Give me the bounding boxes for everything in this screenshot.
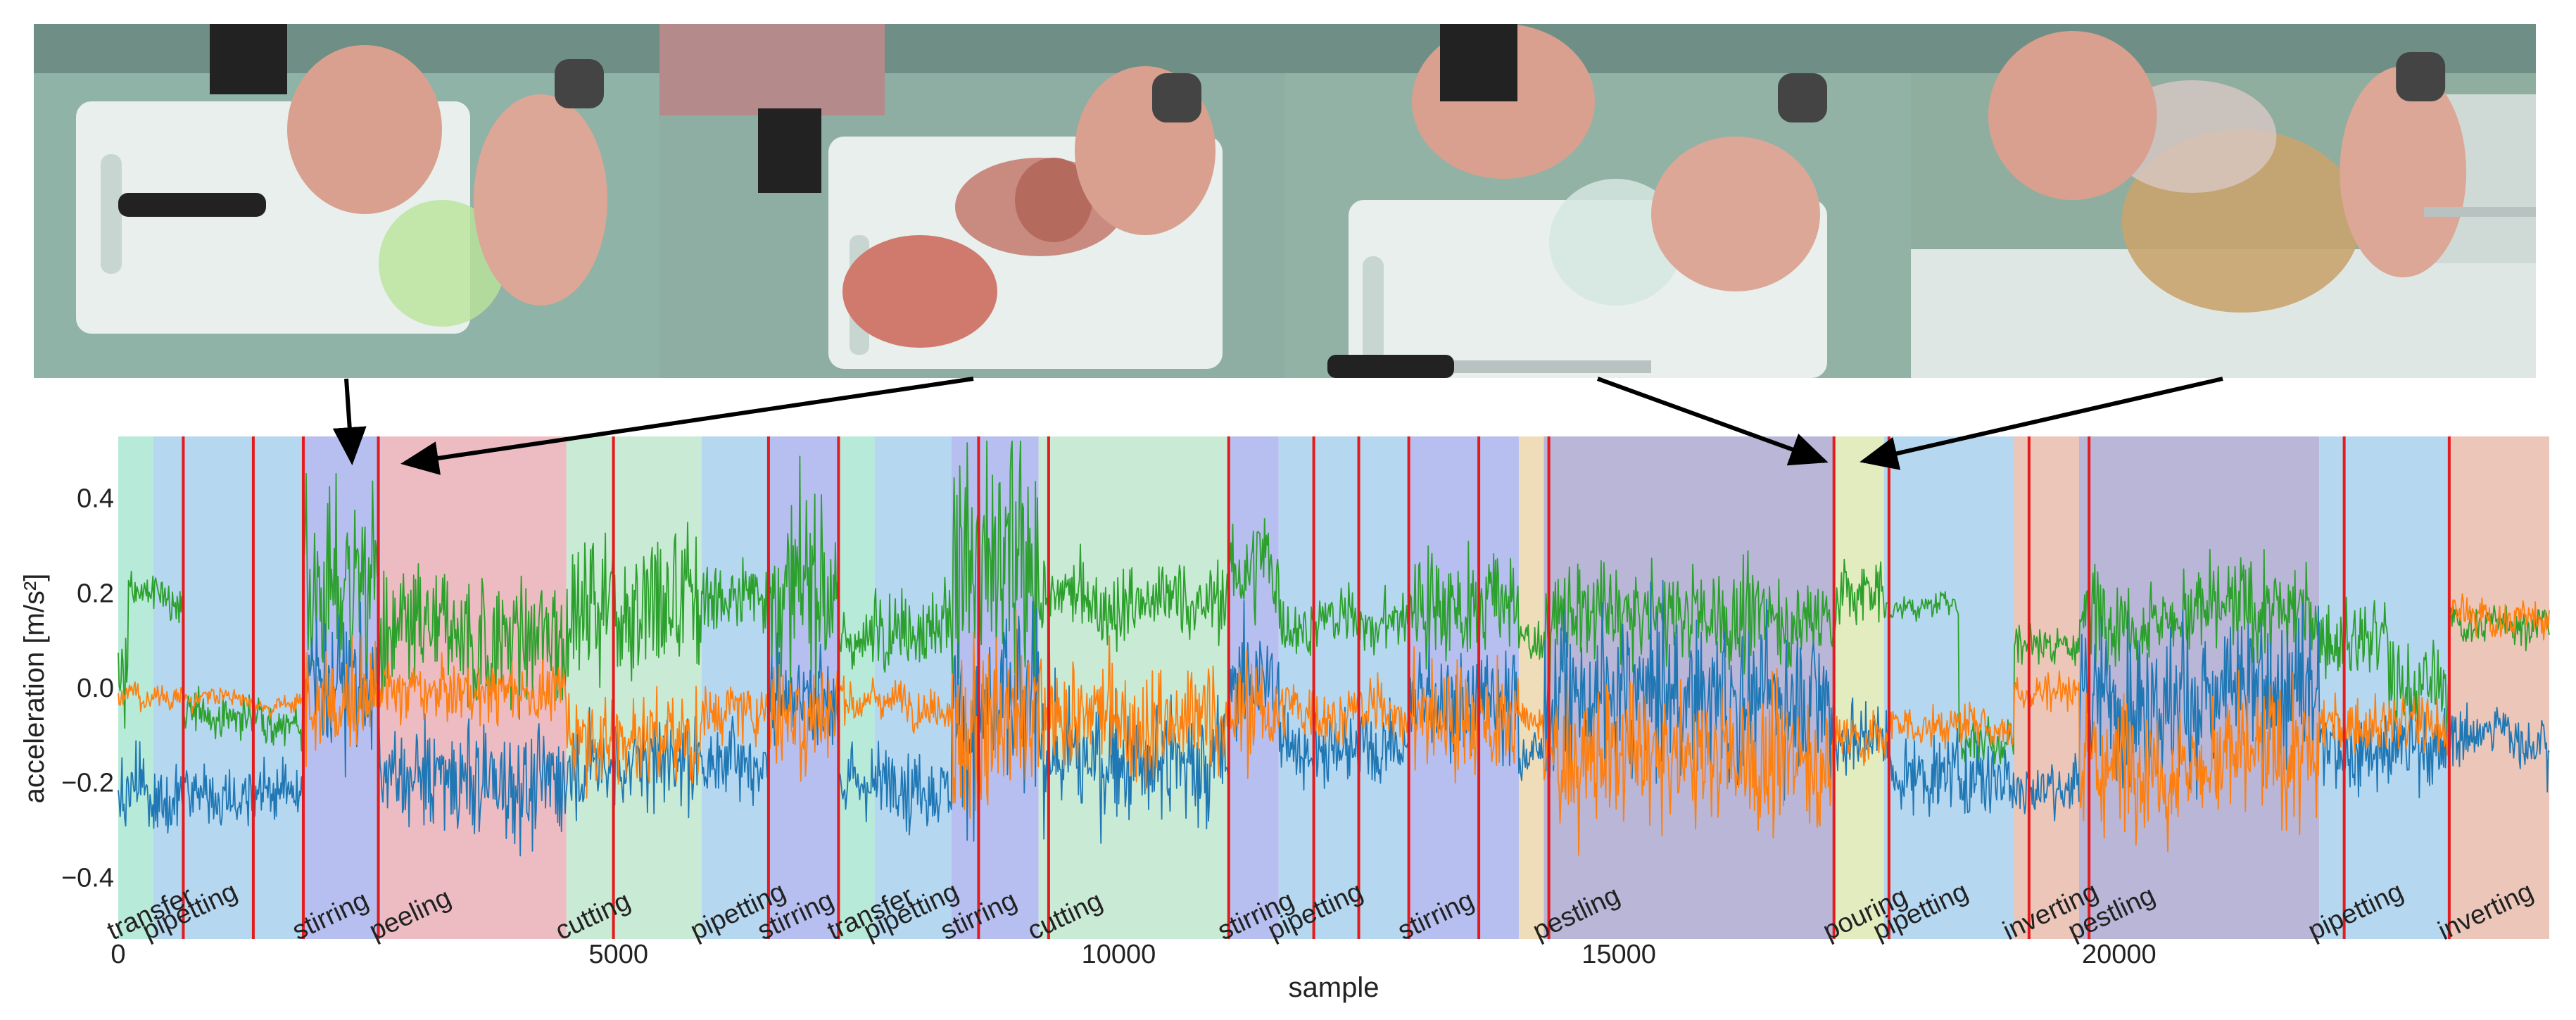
video-frame-pouring-icon: [1911, 24, 2536, 378]
segment-pipetting-8: [874, 436, 952, 939]
video-frame-pestling-icon: [1285, 24, 1911, 378]
x-tick-label-0: 0: [111, 940, 125, 969]
segment-cutting-4: [566, 436, 702, 939]
segment-cutting-10: [1038, 436, 1229, 939]
video-frame-mixing-icon: [34, 24, 659, 378]
frame-arrow-2: [400, 377, 974, 475]
segment-pipetting-12: [1278, 436, 1409, 939]
frame-arrow-3: [1596, 377, 1829, 466]
video-frame-peeling-icon: [659, 24, 1285, 378]
activity-segments: [118, 436, 2549, 939]
segment-pipetting-17: [1883, 436, 2014, 939]
segment-pipetting-5: [701, 436, 769, 939]
y-tick-label-2: 0.0: [77, 674, 114, 703]
x-tick-label-1: 5000: [588, 940, 648, 969]
segment-pipetting-1: [153, 436, 303, 939]
y-axis-label: acceleration [m/s²]: [19, 574, 50, 804]
video-frame-1: [34, 24, 659, 378]
series-line-s1: [118, 579, 2550, 857]
x-axis-label: sample: [1289, 972, 1379, 1003]
y-tick-label-3: −0.2: [61, 769, 114, 798]
series-line-s2: [118, 593, 2550, 856]
video-frame-3: [1285, 24, 1911, 378]
x-tick-label-4: 20000: [2082, 940, 2157, 969]
segment-boundaries: [182, 436, 2451, 939]
axis-ticks: 0 5000 10000 15000 20000 0.4 0.2 0.0 −0.2 −0.4: [61, 484, 2157, 969]
segment-pouring-16: [1833, 436, 1884, 939]
y-tick-label-1: 0.2: [77, 579, 114, 608]
series-line-s3: [118, 440, 2550, 764]
segment-gap-14: [1518, 436, 1544, 939]
segment-inverting-21: [2449, 436, 2549, 939]
frame-arrow-1: [332, 378, 367, 465]
x-tick-label-2: 10000: [1082, 940, 1156, 969]
video-frame-2: [659, 24, 1285, 378]
video-frame-strip: [34, 24, 2536, 378]
x-tick-label-3: 15000: [1581, 940, 1656, 969]
segment-pestling-19: [2078, 436, 2320, 939]
acceleration-series: [118, 440, 2550, 857]
frame-pointer-arrows: [332, 377, 2223, 475]
y-tick-label-4: −0.4: [61, 863, 114, 893]
frame-arrow-4: [1860, 377, 2223, 470]
video-frame-4: [1911, 24, 2536, 378]
y-tick-label-0: 0.4: [77, 484, 114, 514]
